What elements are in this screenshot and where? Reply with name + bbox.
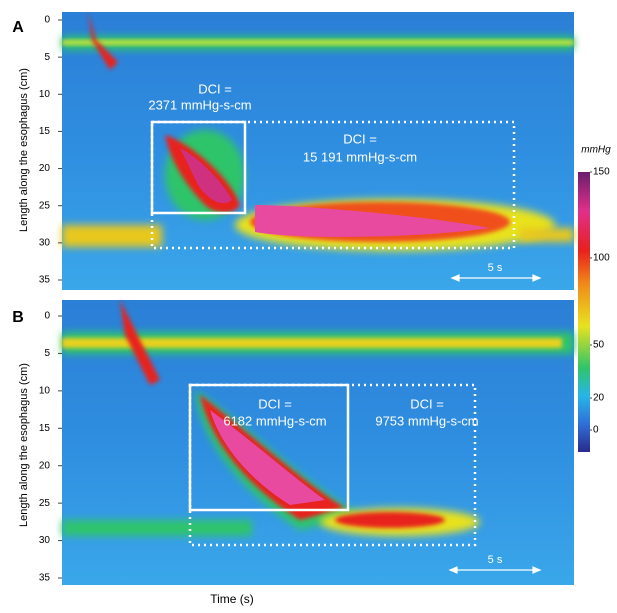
y-tick-label: 15: [39, 126, 51, 137]
heatmap-a: [62, 12, 574, 290]
panel-label: B: [12, 309, 24, 326]
heatmap-b: [62, 300, 574, 585]
colorbar-tick-label: 50: [593, 340, 605, 351]
y-tick-label: 5: [44, 52, 50, 63]
y-tick-label: 0: [44, 15, 50, 26]
y-tick-label: 30: [39, 237, 51, 248]
y-tick-label: 25: [39, 498, 51, 509]
y-tick-label: 0: [44, 311, 50, 322]
y-tick-label: 35: [39, 573, 51, 584]
y-tick-label: 10: [39, 89, 51, 100]
scale-bar-label: 5 s: [488, 554, 503, 566]
annotation-value: 9753 mmHg-s-cm: [375, 413, 478, 428]
panel-label: A: [12, 19, 24, 36]
y-tick-label: 30: [39, 535, 51, 546]
y-tick-label: 15: [39, 423, 51, 434]
colorbar-tick-label: 100: [593, 253, 610, 264]
annotation-title: DCI =: [198, 81, 232, 96]
y-tick-label: 25: [39, 200, 51, 211]
scale-bar-label: 5 s: [488, 262, 503, 274]
y-tick-label: 20: [39, 163, 51, 174]
y-tick-label: 35: [39, 275, 51, 286]
colorbar-unit: mmHg: [581, 145, 611, 156]
scale-bars: [448, 274, 542, 574]
y-tick-label: 5: [44, 348, 50, 359]
colorbar-tick-label: 20: [593, 393, 605, 404]
y-axis-label: Length along the esophagus (cm): [18, 68, 30, 232]
y-tick-label: 20: [39, 460, 51, 471]
colorbar: [578, 172, 590, 452]
y-axis-label: Length along the esophagus (cm): [18, 363, 30, 527]
annotation-value: 15 191 mmHg-s-cm: [303, 149, 417, 164]
annotation-title: DCI =: [410, 396, 444, 411]
annotation-value: 2371 mmHg-s-cm: [148, 97, 251, 112]
annotation-title: DCI =: [258, 396, 292, 411]
annotation-value: 6182 mmHg-s-cm: [223, 413, 326, 428]
y-tick-label: 10: [39, 385, 51, 396]
boxes: [150, 120, 516, 547]
x-axis-label: Time (s): [210, 592, 254, 606]
colorbar-tick-label: 150: [593, 167, 610, 178]
colorbar-tick-label: 0: [593, 425, 599, 436]
annotation-title: DCI =: [343, 131, 377, 146]
